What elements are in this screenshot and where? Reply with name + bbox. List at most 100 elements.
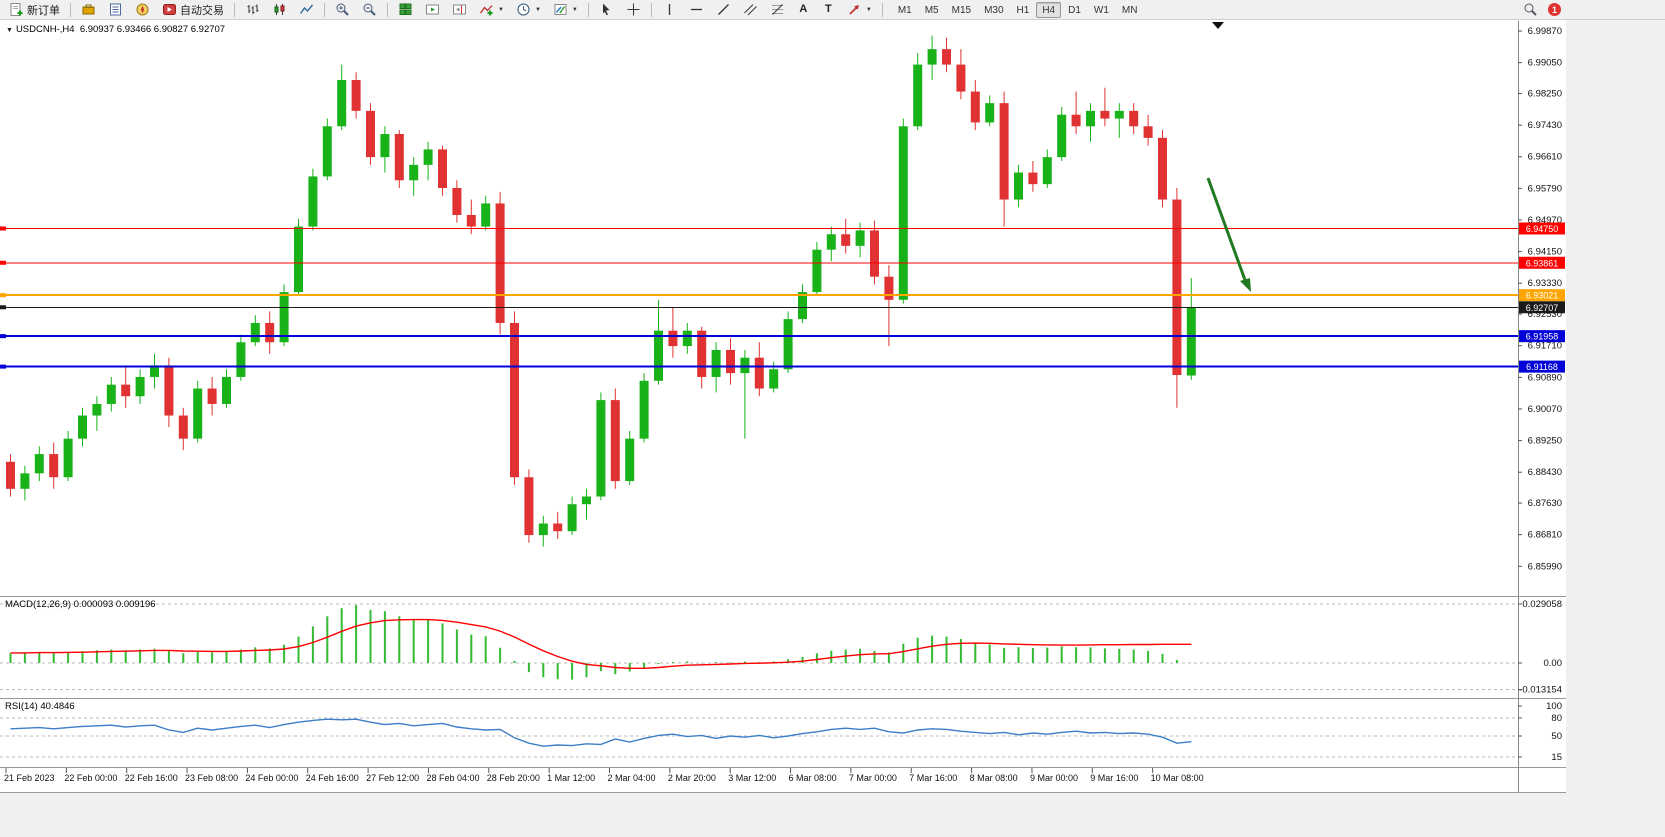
timeframe-h1[interactable]: H1 (1016, 4, 1030, 16)
timeframe-m30[interactable]: M30 (984, 4, 1004, 16)
zoom-out-button[interactable] (357, 1, 382, 19)
time-scale[interactable]: 21 Feb 2023 22 Feb 00:00 22 Feb 16:00 23 Fe… (4, 768, 1204, 783)
data-window-button[interactable] (103, 1, 128, 19)
toolbar-separator (881, 2, 883, 17)
cursor-tool-button[interactable] (594, 1, 619, 19)
candle-body (884, 276, 894, 300)
toolbar-separator (650, 2, 652, 17)
line-chart-button[interactable] (294, 1, 319, 19)
candle-body (366, 110, 375, 158)
time-tick-label: 10 Mar 08:00 (1151, 773, 1204, 783)
chart-collapse-icon[interactable]: ▼ (6, 27, 13, 34)
clock-icon (517, 3, 530, 16)
time-tick-label: 9 Mar 00:00 (1030, 773, 1078, 783)
market-watch-button[interactable] (76, 1, 101, 19)
price-scale[interactable]: 6.99870 6.99050 6.98250 6.97430 6.96610 6.957… (1518, 26, 1565, 763)
autotrading-icon (163, 4, 176, 15)
horizontal-line-tool-button[interactable] (684, 1, 709, 19)
candle-body (34, 454, 44, 474)
timeframe-m1[interactable]: M1 (897, 4, 912, 16)
cursor-icon (602, 3, 610, 16)
new-order-icon (10, 3, 23, 16)
timeframe-m15[interactable]: M15 (951, 4, 972, 16)
hline-left-handle[interactable] (0, 334, 6, 339)
navigator-button[interactable] (130, 1, 155, 19)
candle-body (913, 64, 923, 127)
chart-shift-button[interactable] (447, 1, 472, 19)
timeframe-w1[interactable]: W1 (1093, 4, 1109, 16)
candle-body (596, 400, 606, 497)
hline-left-handle[interactable] (0, 364, 6, 369)
arrows-tool-button[interactable]: ▼ (842, 1, 877, 19)
zoom-in-button[interactable] (330, 1, 355, 19)
channel-tool-button[interactable] (738, 1, 763, 19)
search-icon[interactable] (1523, 2, 1538, 17)
auto-scroll-icon (426, 4, 439, 15)
candle-body (726, 349, 735, 374)
candle-body (668, 330, 678, 347)
rsi-tick-label: 15 (1551, 752, 1562, 763)
hline-left-handle[interactable] (0, 226, 6, 231)
candle-body (394, 133, 404, 181)
price-tag (1519, 222, 1565, 235)
candle-body (769, 369, 779, 389)
price-tick-label: 6.89250 (1528, 436, 1562, 447)
fibonacci-tool-button[interactable] (765, 1, 790, 19)
tile-windows-button[interactable] (393, 1, 418, 19)
candle-body (870, 230, 879, 277)
notification-badge[interactable]: 1 (1548, 3, 1561, 16)
panel-borders (0, 21, 1566, 793)
candle-body (236, 342, 246, 377)
autotrading-label: 自动交易 (180, 4, 224, 17)
candlestick-chart-button[interactable] (267, 1, 292, 19)
crosshair-icon (627, 3, 640, 16)
label-tool-button[interactable]: T (817, 1, 840, 19)
timeframe-mn[interactable]: MN (1121, 4, 1138, 16)
chart-header: ▼ USDCNH-,H4 6.90937 6.93466 6.90827 6.92… (6, 24, 225, 35)
price-tag-label: 6.91168 (1526, 362, 1558, 372)
crosshair-tool-button[interactable] (621, 1, 646, 19)
periods-button[interactable]: ▼ (511, 1, 546, 19)
hline-left-handle[interactable] (0, 260, 6, 265)
timeframe-m5[interactable]: M5 (924, 4, 939, 16)
candle-body (812, 249, 822, 293)
candle-body (1129, 110, 1139, 127)
candle-body (985, 103, 995, 123)
auto-scroll-button[interactable] (420, 1, 445, 19)
hline-left-handle[interactable] (0, 305, 6, 310)
macd-tick-label: 0.029058 (1522, 599, 1562, 610)
price-tick-label: 6.99050 (1528, 58, 1562, 69)
vertical-line-tool-button[interactable] (657, 1, 682, 19)
price-tick-label: 6.95790 (1528, 183, 1562, 194)
chevron-down-icon: ▼ (498, 6, 504, 13)
candle-body (524, 477, 534, 536)
autotrading-button[interactable]: 自动交易 (157, 1, 229, 19)
templates-button[interactable]: ▼ (548, 1, 583, 19)
timeframe-h4[interactable]: H4 (1036, 1, 1062, 18)
new-order-button[interactable]: 新订单 (4, 1, 65, 19)
horizontal-lines[interactable] (0, 226, 1518, 369)
text-tool-button[interactable]: A (792, 1, 815, 19)
candle-body (942, 49, 951, 65)
price-tag-label: 6.93861 (1526, 258, 1559, 268)
timeframe-d1[interactable]: D1 (1068, 4, 1081, 16)
toolbar-right-group: 1 (1523, 2, 1561, 17)
candle-body (250, 322, 260, 343)
price-tick-label: 6.91710 (1528, 341, 1562, 352)
bar-chart-button[interactable] (240, 1, 265, 19)
candle-body (92, 403, 102, 416)
indicators-button[interactable]: ▼ (474, 1, 509, 19)
template-icon (554, 4, 567, 15)
trendline-tool-button[interactable] (711, 1, 736, 19)
time-tick-label: 7 Mar 16:00 (909, 773, 957, 783)
time-tick-label: 22 Feb 00:00 (64, 773, 117, 783)
candle-body (380, 133, 390, 158)
toolbar-separator (70, 2, 71, 17)
price-tick-label: 6.94970 (1528, 215, 1562, 226)
hline-left-handle[interactable] (0, 293, 6, 298)
annotation-arrow[interactable] (1206, 177, 1251, 292)
candle-body (567, 504, 577, 532)
candle-body (481, 203, 491, 227)
candle-body (1086, 110, 1095, 127)
